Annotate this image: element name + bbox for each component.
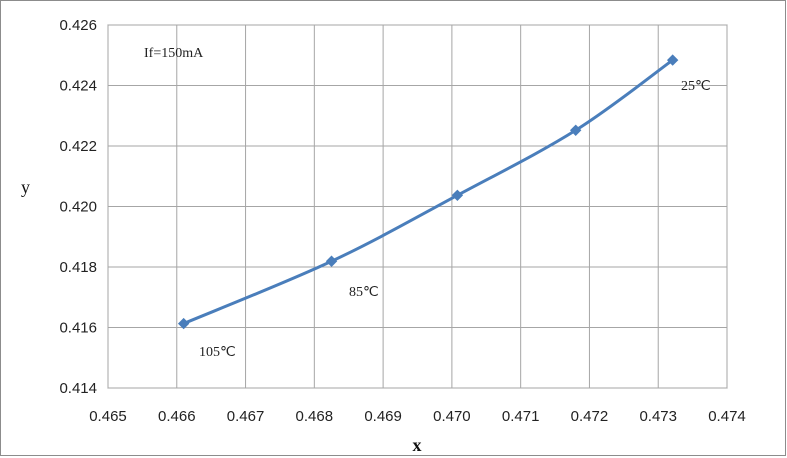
x-tick-label: 0.467 — [227, 408, 265, 425]
x-tick-label: 0.474 — [708, 408, 746, 425]
condition-annotation: If=150mA — [144, 46, 204, 61]
x-tick-label: 0.473 — [639, 408, 677, 425]
grid — [107, 24, 728, 389]
data-point-marker — [666, 54, 679, 66]
x-axis-title: x — [413, 435, 422, 455]
label-85c: 85℃ — [349, 285, 379, 300]
data-point-marker — [451, 189, 464, 202]
x-tick-label: 0.472 — [571, 408, 609, 425]
y-tick-label: 0.422 — [59, 138, 97, 155]
label-105c: 105℃ — [199, 345, 236, 360]
series-markers — [177, 54, 679, 330]
data-point-marker — [569, 124, 582, 136]
y-tick-label: 0.420 — [59, 199, 97, 216]
y-tick-label: 0.418 — [59, 259, 97, 276]
x-tick-label: 0.469 — [364, 408, 402, 425]
y-axis-title: y — [21, 177, 30, 197]
y-tick-label: 0.414 — [59, 380, 97, 397]
x-tick-labels: 0.465 0.466 0.467 0.468 0.469 0.470 0.471 0.472… — [89, 408, 746, 425]
data-point-marker — [325, 255, 338, 267]
x-tick-label: 0.465 — [89, 408, 127, 425]
y-tick-labels: 0.414 0.416 0.418 0.420 0.422 0.424 0.426 — [59, 17, 97, 397]
y-tick-label: 0.426 — [59, 17, 97, 34]
x-tick-label: 0.466 — [158, 408, 196, 425]
label-25c: 25℃ — [681, 79, 711, 94]
y-tick-label: 0.424 — [59, 78, 97, 95]
y-tick-label: 0.416 — [59, 320, 97, 337]
x-tick-label: 0.468 — [296, 408, 334, 425]
x-tick-label: 0.470 — [433, 408, 471, 425]
x-tick-label: 0.471 — [502, 408, 540, 425]
data-point-marker — [177, 317, 190, 330]
